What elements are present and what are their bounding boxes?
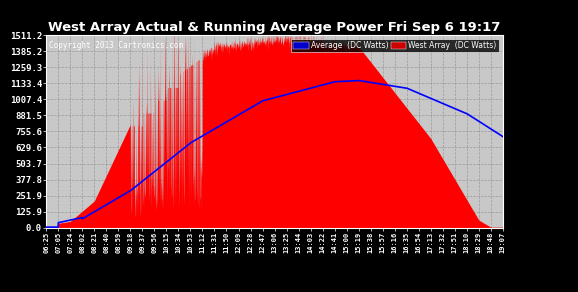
Text: Copyright 2013 Cartronics.com: Copyright 2013 Cartronics.com (49, 41, 183, 50)
Title: West Array Actual & Running Average Power Fri Sep 6 19:17: West Array Actual & Running Average Powe… (49, 21, 501, 34)
Legend: Average  (DC Watts), West Array  (DC Watts): Average (DC Watts), West Array (DC Watts… (291, 39, 499, 53)
